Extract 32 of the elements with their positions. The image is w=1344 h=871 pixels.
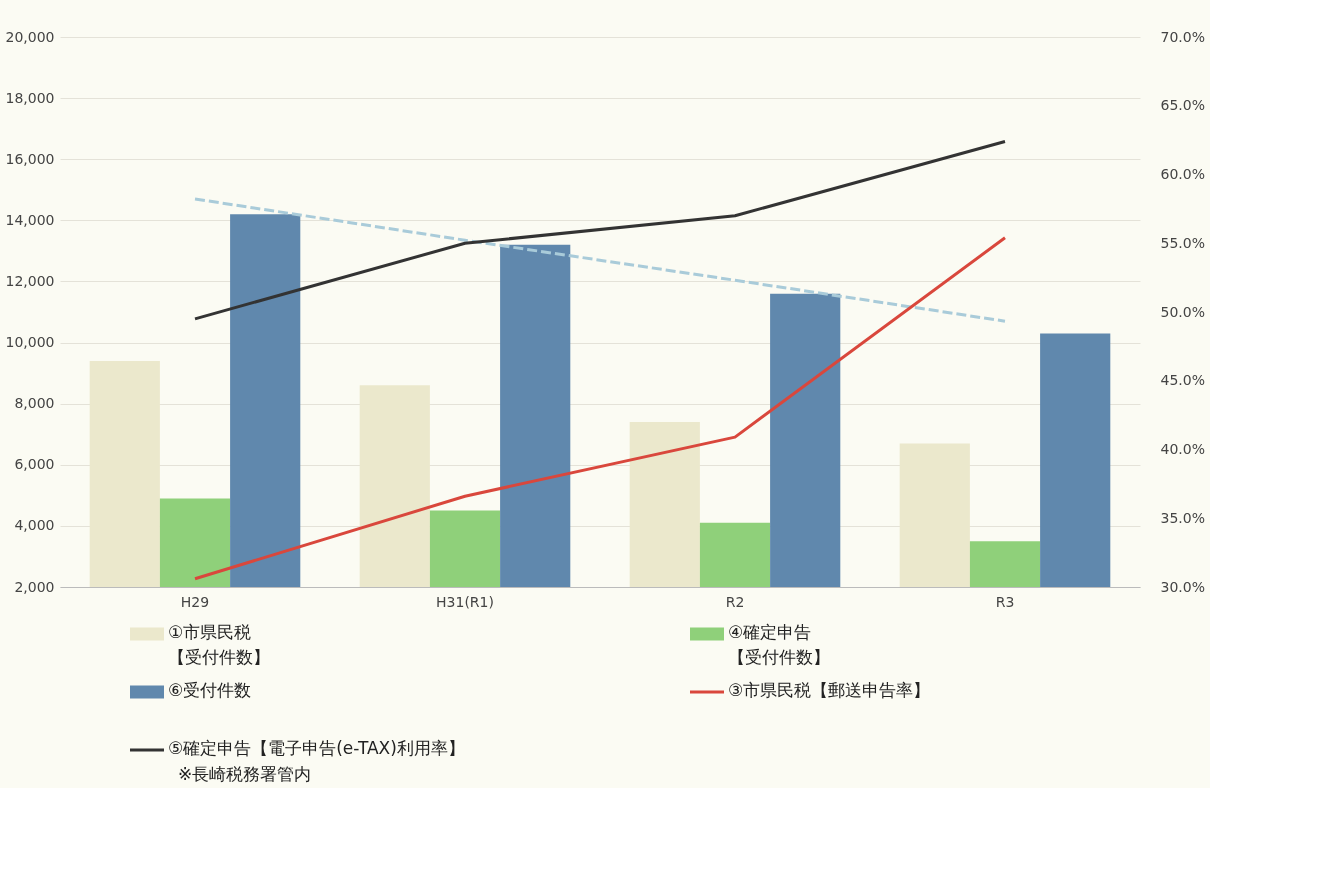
y2-tick-label: 60.0% [1160, 166, 1205, 182]
y-tick-label: 12,000 [5, 272, 55, 289]
y2-tick-label: 50.0% [1160, 303, 1205, 320]
legend-label: ⑤確定申告【電子申告(e-TAX)利用率】 [168, 738, 465, 758]
y-tick-label: 20,000 [5, 28, 55, 45]
y-tick-label: 4,000 [14, 517, 55, 534]
y2-tick-label: 70.0% [1160, 28, 1205, 45]
y-tick-label: 14,000 [5, 211, 55, 228]
line-series [193, 197, 1007, 323]
y-tick-label: 16,000 [5, 150, 55, 167]
y-tick-label: 18,000 [5, 89, 55, 106]
legend-label: ①市県民税【受付件数】 [168, 622, 270, 667]
legend-label: ⑥受付件数 [168, 680, 252, 700]
x-tick-label: H31(R1) [436, 593, 494, 610]
legend-label: ④確定申告【受付件数】 [728, 622, 830, 667]
y2-tick-label: 30.0% [1160, 578, 1205, 595]
y2-tick-label: 45.0% [1160, 372, 1205, 389]
y2-tick-label: 35.0% [1160, 509, 1205, 526]
line-series [193, 140, 1007, 321]
text: ※長崎税務署管内 [178, 764, 312, 784]
x-tick-label: H29 [180, 593, 210, 610]
y-tick-label: 6,000 [14, 456, 55, 473]
y-tick-label: 8,000 [14, 395, 55, 412]
y2-tick-label: 40.0% [1160, 441, 1205, 457]
y-tick-label: 2,000 [14, 578, 55, 595]
y-tick-label: 10,000 [5, 334, 55, 351]
y2-tick-label: 55.0% [1160, 234, 1205, 251]
legend-label: ③市県民税【郵送申告率】 [728, 680, 931, 700]
x-tick-label: R3 [995, 593, 1015, 610]
line-series [193, 236, 1007, 581]
x-tick-label: R2 [725, 593, 745, 610]
y2-tick-label: 65.0% [1160, 97, 1205, 114]
